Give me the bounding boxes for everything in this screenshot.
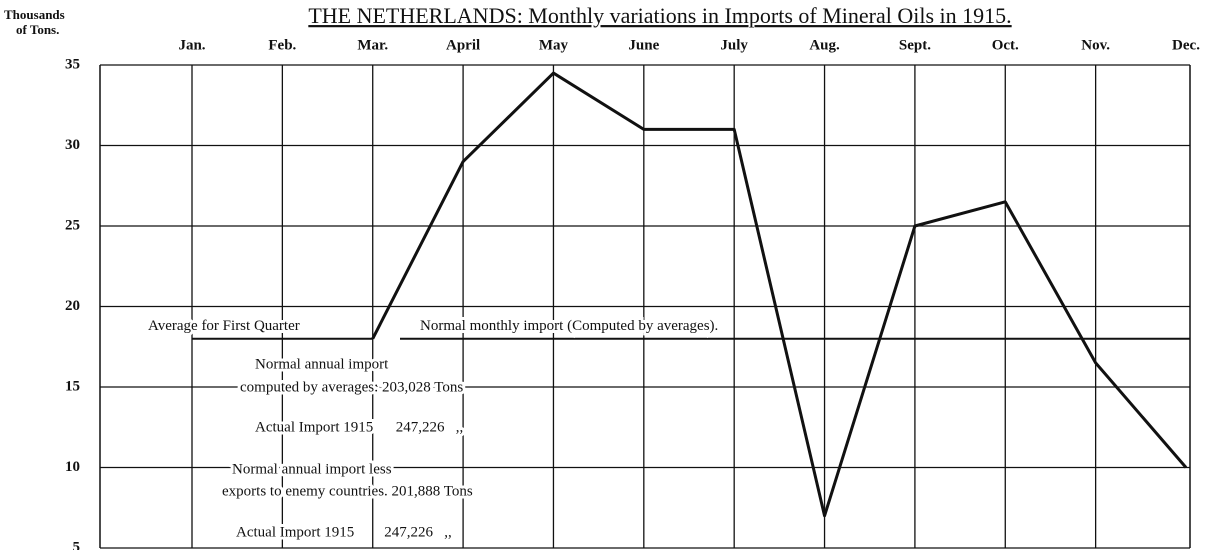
- reference-label: Normal monthly import (Computed by avera…: [420, 318, 718, 334]
- note: Actual Import 1915 247,226 ,,: [255, 419, 463, 435]
- y-axis-label: of Tons.: [16, 22, 59, 37]
- data-line: [371, 71, 1188, 518]
- y-tick-label: 5: [73, 539, 81, 550]
- note: exports to enemy countries. 201,888 Tons: [222, 483, 473, 499]
- y-tick-label: 30: [65, 137, 80, 153]
- x-tick-label: Aug.: [809, 37, 840, 53]
- x-tick-label: Oct.: [992, 37, 1019, 53]
- y-tick-label: 35: [65, 56, 80, 72]
- note: Actual Import 1915 247,226 ,,: [236, 524, 452, 540]
- y-tick-label: 15: [65, 378, 80, 394]
- y-axis-label: Thousands: [4, 7, 65, 22]
- x-tick-label: June: [628, 37, 659, 53]
- note: computed by averages: 203,028 Tons: [240, 379, 463, 395]
- y-tick-label: 10: [65, 459, 80, 475]
- note: Normal annual import: [255, 356, 389, 372]
- x-tick-label: Mar.: [357, 37, 388, 53]
- x-tick-label: Nov.: [1081, 37, 1110, 53]
- x-tick-label: Feb.: [268, 37, 296, 53]
- chart-title: THE NETHERLANDS: Monthly variations in I…: [308, 3, 1011, 28]
- note: Normal annual import less: [232, 461, 392, 477]
- x-tick-label: April: [446, 37, 480, 53]
- x-tick-label: Sept.: [899, 37, 931, 53]
- y-tick-label: 25: [65, 217, 80, 233]
- y-tick-label: 20: [65, 298, 80, 314]
- x-tick-label: July: [720, 37, 748, 53]
- x-tick-label: Dec.: [1172, 37, 1200, 53]
- reference-label: Average for First Quarter: [148, 318, 300, 334]
- x-tick-label: Jan.: [178, 37, 205, 53]
- x-tick-label: May: [539, 37, 569, 53]
